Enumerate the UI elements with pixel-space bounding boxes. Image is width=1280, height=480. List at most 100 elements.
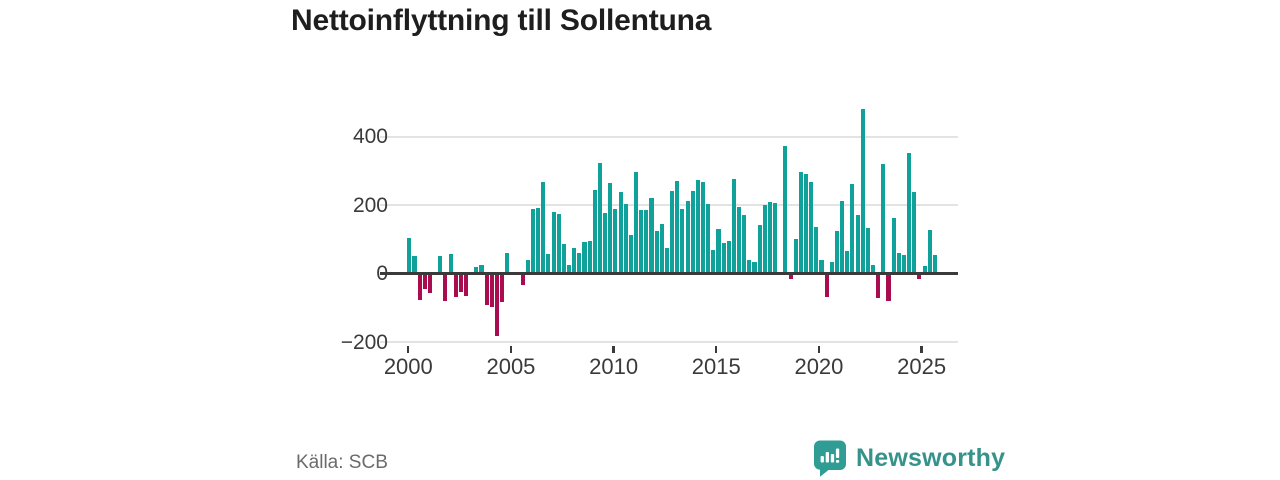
x-tick-label: 2020 [794, 354, 844, 379]
chart-bar [829, 261, 834, 274]
chart-bar [438, 256, 443, 274]
chart-bar [742, 214, 747, 274]
chart-bar [541, 181, 546, 274]
chart-bar [463, 273, 469, 296]
chart-bar [556, 213, 561, 274]
y-tick-label: 200 [352, 193, 388, 217]
chart-bar [443, 273, 448, 301]
chart-bar [773, 203, 778, 274]
chart-bar [525, 260, 530, 274]
x-tick-label: 2000 [383, 354, 433, 379]
newsworthy-logo: Newsworthy [813, 440, 1005, 477]
chart-bar [572, 248, 577, 274]
chart-bar [891, 218, 896, 274]
chart-bar [716, 228, 721, 274]
chart-bar [664, 248, 669, 274]
chart-bar [530, 209, 536, 274]
chart-bar [767, 201, 773, 274]
chart-bar [458, 273, 463, 292]
x-axis-tick [817, 346, 821, 353]
chart-bar [494, 273, 499, 336]
chart-bar [644, 210, 649, 274]
chart-bar [412, 256, 417, 274]
chart-bar [912, 192, 917, 274]
chart-bar [582, 241, 587, 274]
chart-bar [700, 182, 706, 274]
x-tick-label: 2010 [589, 354, 639, 379]
chart-bar [907, 152, 912, 274]
chart-bar [597, 162, 603, 274]
chart-bar [422, 273, 427, 289]
chart-bar [711, 250, 716, 274]
chart-bar [561, 244, 566, 274]
chart-bar [536, 208, 541, 274]
chart-bar [670, 190, 675, 274]
chart-bar [613, 209, 618, 274]
gridline [380, 135, 958, 138]
chart-bar [721, 243, 726, 274]
chart-bar [824, 273, 829, 297]
chart-bar [747, 260, 752, 274]
chart-bar [886, 273, 891, 301]
chart-bar [489, 273, 494, 307]
x-tick-label: 2015 [691, 354, 741, 379]
chart-bar [819, 260, 824, 274]
gridline [380, 341, 958, 343]
chart-bar [567, 264, 572, 274]
chart-bar [706, 203, 711, 274]
x-axis-tick [715, 346, 718, 353]
chart-bar [474, 266, 479, 274]
chart-bar [453, 273, 458, 297]
chart-bar [865, 228, 870, 274]
chart-bar [757, 224, 762, 274]
chart-bar [809, 181, 814, 274]
chart-bar [695, 179, 700, 274]
chart-bar [690, 191, 695, 274]
chart-bar [587, 240, 592, 274]
y-tick-label: 400 [352, 125, 388, 148]
chart-bar [551, 212, 556, 274]
source-label: Källa: SCB [296, 452, 388, 473]
zero-axis-line [380, 272, 958, 275]
chart-bar [834, 231, 839, 274]
chart-bar [752, 261, 757, 274]
chart-bar [901, 254, 906, 274]
chart-bar [417, 273, 422, 301]
gridline [380, 204, 958, 206]
chart-bar [922, 265, 927, 274]
chart-bar [654, 231, 659, 274]
chart-bar [881, 164, 886, 274]
chart-bar [628, 235, 633, 274]
chart-bar [788, 273, 793, 279]
x-axis-tick [407, 346, 410, 353]
chart-bar [870, 264, 876, 274]
x-tick-label: 2005 [486, 354, 536, 379]
chart-bar [737, 206, 742, 274]
chart-bar [675, 181, 680, 274]
x-axis-tick [920, 346, 923, 353]
chart-bar [500, 273, 505, 302]
chart-bar [932, 254, 937, 274]
y-tick-label: −200 [340, 330, 388, 354]
chart-bar [603, 213, 608, 274]
chart-bar [520, 273, 525, 286]
chart-bar [783, 146, 788, 274]
x-tick-label: 2025 [897, 354, 947, 379]
chart-bar [592, 189, 597, 274]
chart-bar [917, 273, 922, 279]
chart-bar [793, 238, 798, 274]
chart-bar [618, 191, 623, 274]
chart-bar [649, 198, 654, 274]
chart-bar [860, 108, 865, 274]
chart-bar [623, 203, 628, 274]
chart-bar [840, 200, 845, 274]
chart-bar [659, 223, 664, 274]
chart-bar [855, 214, 860, 274]
chart-bar [479, 265, 484, 274]
chart-bar [896, 252, 901, 274]
chart-bar [804, 174, 809, 274]
chart-bar [546, 254, 551, 274]
newsworthy-logo-icon [814, 440, 846, 477]
chart-bar [762, 205, 767, 274]
